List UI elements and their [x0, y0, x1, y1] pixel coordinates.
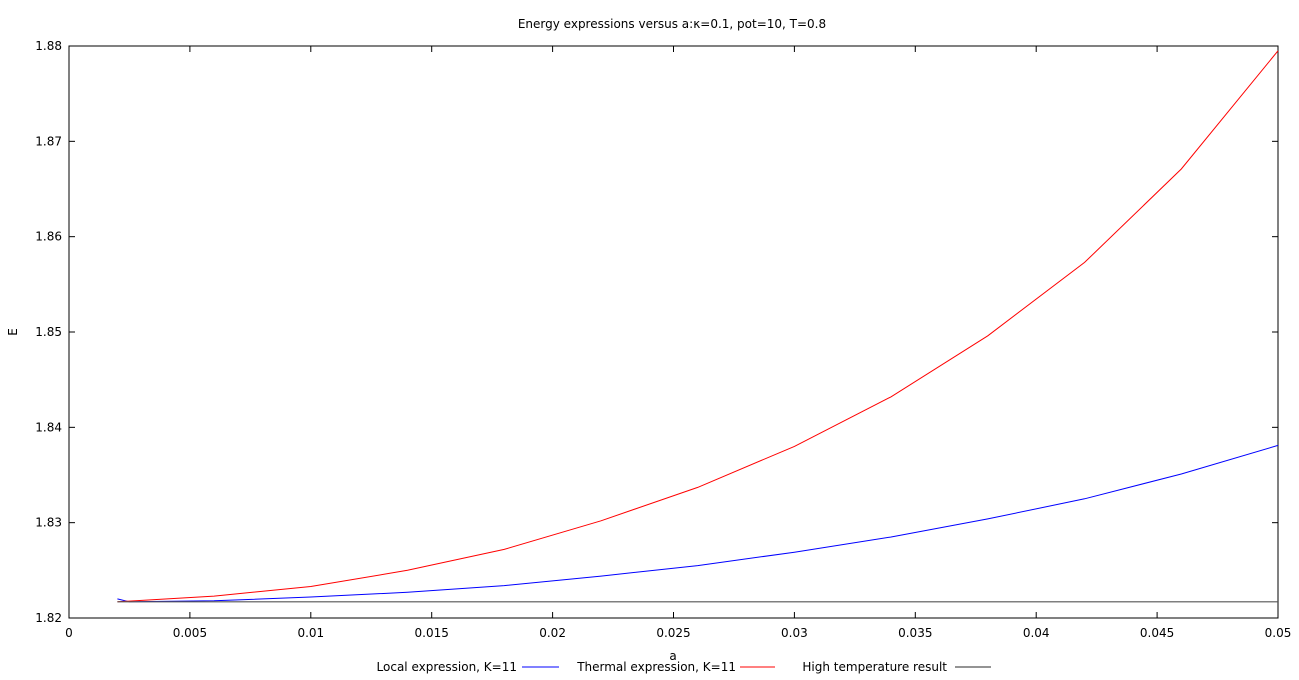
x-axis-label: a: [669, 649, 676, 663]
legend: Local expression, K=11 Thermal expressio…: [377, 660, 991, 674]
legend-label-thermal: Thermal expression, K=11: [576, 660, 736, 674]
x-tick-label: 0.035: [898, 626, 932, 640]
y-axis-label: E: [6, 328, 20, 336]
x-tick-label: 0.01: [297, 626, 324, 640]
y-tick-label: 1.88: [35, 39, 62, 53]
legend-label-local: Local expression, K=11: [377, 660, 517, 674]
y-tick-label: 1.84: [35, 420, 62, 434]
x-tick-label: 0.015: [415, 626, 449, 640]
legend-label-high-temperature: High temperature result: [802, 660, 947, 674]
y-axis: 1.82 1.83 1.84 1.85 1.86 1.87 1.88: [35, 39, 1278, 625]
x-tick-label: 0.005: [173, 626, 207, 640]
x-tick-label: 0.02: [539, 626, 566, 640]
x-tick-label: 0.045: [1140, 626, 1174, 640]
y-tick-label: 1.83: [35, 516, 62, 530]
series-line-thermal-expression: [117, 50, 1279, 603]
y-tick-label: 1.86: [35, 230, 62, 244]
chart-title: Energy expressions versus a:κ=0.1, pot=1…: [518, 17, 826, 31]
x-tick-label: 0: [65, 626, 73, 640]
x-tick-label: 0.03: [781, 626, 808, 640]
plot-frame: [68, 45, 1279, 619]
series-layer: [117, 50, 1279, 603]
y-tick-label: 1.82: [35, 611, 62, 625]
y-tick-label: 1.85: [35, 325, 62, 339]
series-line-local-expression: [117, 444, 1279, 603]
y-tick-label: 1.87: [35, 134, 62, 148]
x-axis: 0 0.005 0.01 0.015 0.02 0.025 0.03 0.035 0.04 0.0…: [65, 46, 1291, 640]
x-tick-label: 0.04: [1023, 626, 1050, 640]
x-tick-label: 0.025: [656, 626, 690, 640]
x-tick-label: 0.05: [1265, 626, 1292, 640]
